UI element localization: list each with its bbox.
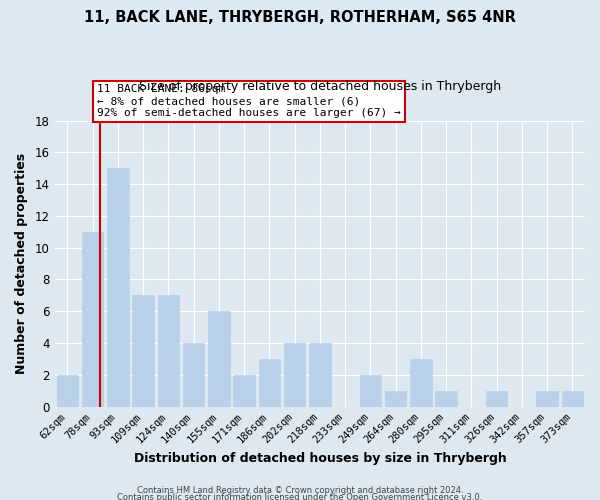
Text: Contains HM Land Registry data © Crown copyright and database right 2024.: Contains HM Land Registry data © Crown c…	[137, 486, 463, 495]
Bar	[536, 390, 558, 406]
X-axis label: Distribution of detached houses by size in Thrybergh: Distribution of detached houses by size …	[134, 452, 506, 465]
Bar	[284, 343, 305, 406]
Bar	[107, 168, 128, 406]
Text: Contains public sector information licensed under the Open Government Licence v3: Contains public sector information licen…	[118, 494, 482, 500]
Bar	[359, 375, 381, 406]
Bar	[259, 359, 280, 406]
Bar	[309, 343, 331, 406]
Text: 11, BACK LANE, THRYBERGH, ROTHERHAM, S65 4NR: 11, BACK LANE, THRYBERGH, ROTHERHAM, S65…	[84, 10, 516, 25]
Bar	[562, 390, 583, 406]
Bar	[436, 390, 457, 406]
Bar	[385, 390, 406, 406]
Bar	[133, 296, 154, 406]
Bar	[486, 390, 508, 406]
Bar	[410, 359, 431, 406]
Title: Size of property relative to detached houses in Thrybergh: Size of property relative to detached ho…	[139, 80, 501, 93]
Bar	[158, 296, 179, 406]
Bar	[56, 375, 78, 406]
Bar	[183, 343, 205, 406]
Bar	[208, 312, 230, 406]
Text: 11 BACK LANE: 86sqm
← 8% of detached houses are smaller (6)
92% of semi-detached: 11 BACK LANE: 86sqm ← 8% of detached hou…	[97, 84, 401, 117]
Bar	[233, 375, 255, 406]
Bar	[82, 232, 103, 406]
Y-axis label: Number of detached properties: Number of detached properties	[15, 153, 28, 374]
